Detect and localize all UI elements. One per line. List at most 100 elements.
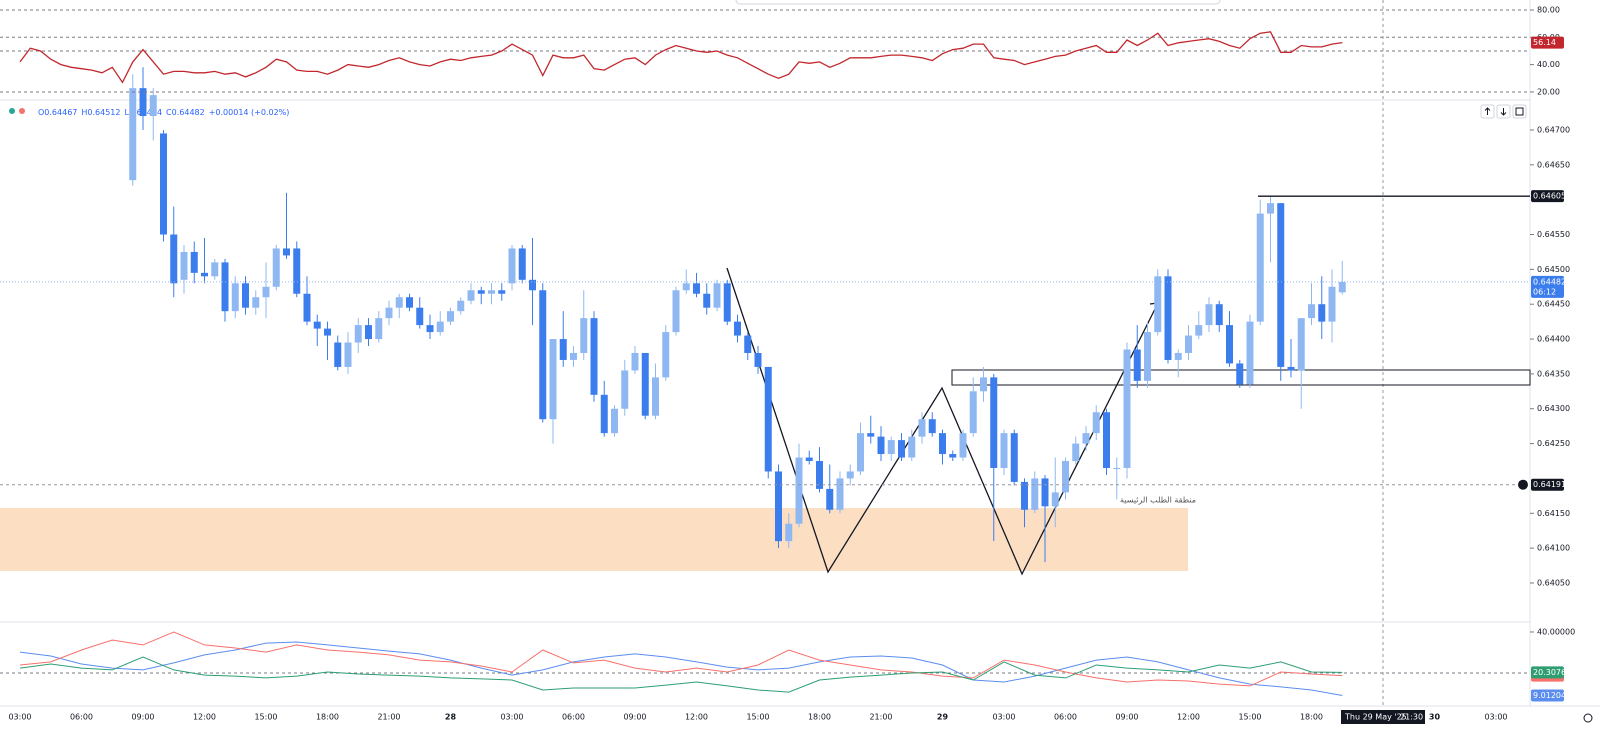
icon [1515,107,1524,116]
candle-body [498,290,506,294]
candle-body [406,297,413,308]
current-price-label: 0.64482 [1533,277,1566,286]
candle-body [1277,203,1285,367]
candle-body [611,408,618,434]
candle-body [785,523,793,542]
last-value-label: 9.01204 [1533,691,1566,700]
candle-body [1031,478,1039,510]
candle-body [1144,332,1151,381]
candle-body [703,293,711,308]
x-tick-label: 15:00 [1238,713,1261,722]
settings-button[interactable] [1583,713,1593,723]
x-tick-label: 12:00 [685,713,708,722]
crosshair-add-button[interactable] [1518,479,1528,490]
candle-body [1246,321,1254,385]
candle-body [795,457,803,524]
candle-body [1113,467,1121,469]
candle-body [682,283,690,291]
x-tick-label: 09:00 [623,713,646,722]
candle-body [139,88,147,117]
candle-body [641,352,649,416]
x-tick-label: 12:00 [193,713,216,722]
status-dot [9,108,15,114]
y-tick-label: 0.64050 [1537,578,1570,587]
candle-body [201,272,208,277]
candle-body [898,440,905,458]
high-line-label: 0.64605 [1533,192,1566,201]
candle-body [887,440,895,455]
candle-body [969,391,977,434]
candle-body [693,283,700,294]
legend-item: H0.64512 [81,108,120,117]
candle-body [764,366,772,472]
candle-body [846,471,854,479]
x-tick-label: 06:00 [1054,713,1077,722]
candle-body [1072,443,1080,462]
candle-body [754,352,762,367]
candle-body [344,342,352,367]
crosshair-price-label: 0.64191 [1533,480,1566,489]
candle-body [1215,304,1223,326]
y-tick-label: 0.64250 [1537,439,1570,448]
candle-body [1236,363,1244,385]
candle-body [385,307,393,319]
legend-item: +0.00014 (+0.02%) [209,108,290,117]
x-tick-label: 29 [937,713,949,722]
y-tick-label: 0.64400 [1537,335,1570,344]
x-tick-label: 28 [445,713,457,722]
y-tick-label: 0.64100 [1537,544,1570,553]
candle-body [149,95,157,117]
candle-body [1297,318,1305,371]
y-tick-label: 40.00000 [1537,627,1575,636]
candle-body [1195,325,1203,336]
candle-body [1082,433,1090,444]
demand-zone [0,508,1188,571]
candle-body [959,433,967,458]
candle-body [631,352,639,371]
candle-body [652,377,659,416]
candle-body [836,478,844,510]
y-tick-label: 0.64500 [1537,265,1570,274]
candle-body [447,311,454,322]
candle-body [457,300,465,312]
candle-body [170,234,178,284]
candle-body [334,342,342,367]
candle-body [1103,412,1110,468]
candle-body [1226,325,1233,364]
candle-body [539,290,547,420]
icon [1500,108,1507,116]
candle-body [488,290,495,294]
candle-body [1318,304,1326,322]
candle-body [1328,286,1336,322]
candle-body [580,318,588,353]
indicator-line [19,631,1343,687]
candle-body [180,251,188,280]
candle-body [1185,335,1192,353]
candle-body [908,436,916,458]
candle-body [621,370,629,409]
candle-body [1092,412,1100,434]
y-tick-label: 0.64450 [1537,300,1570,309]
candle-body [1338,281,1346,293]
candle-body [826,488,834,510]
candle-body [1174,352,1182,360]
last-value-label-bg [1531,666,1564,679]
candle-body [283,248,290,256]
candle-body [1267,203,1274,214]
x-tick-label: 03:00 [992,713,1015,722]
toolbar-edge [735,0,1221,5]
indicator-line [19,656,1343,693]
candle-body [928,419,936,434]
maximize-button[interactable] [1512,104,1527,119]
crosshair-time-bg [1341,710,1425,724]
candle-body [354,325,362,343]
candle-body [1154,276,1162,333]
candle-body [990,377,998,468]
candle-body [231,283,239,312]
candle-body [426,325,434,333]
candle-body [1062,461,1069,493]
y-tick-label: 80.00 [1537,5,1560,14]
candle-body [211,262,219,277]
y-tick-label: 0.64700 [1537,125,1570,134]
candle-body [1010,433,1018,482]
